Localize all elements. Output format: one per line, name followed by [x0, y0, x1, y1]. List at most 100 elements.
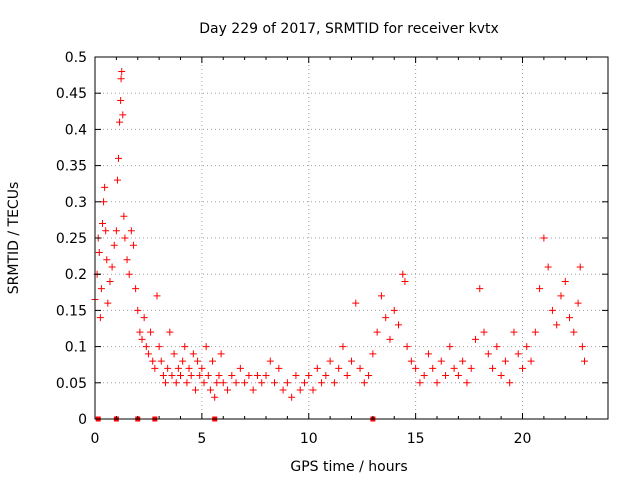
data-point — [110, 241, 118, 249]
data-point — [103, 256, 111, 264]
data-point — [102, 227, 110, 235]
data-point — [96, 314, 104, 322]
data-point — [209, 357, 217, 365]
data-point — [97, 285, 105, 293]
data-point — [120, 212, 128, 220]
data-point — [117, 75, 125, 83]
data-point — [433, 379, 441, 387]
data-point — [147, 328, 155, 336]
data-point — [204, 372, 212, 380]
data-point — [213, 379, 221, 387]
data-point — [493, 343, 501, 351]
y-axis-label: SRMTID / TECUs — [6, 182, 22, 295]
data-point — [134, 306, 142, 314]
data-point — [104, 299, 112, 307]
data-point — [98, 220, 106, 228]
data-point — [219, 379, 227, 387]
data-point — [424, 350, 432, 358]
data-point — [459, 357, 467, 365]
data-point — [181, 343, 189, 351]
data-point — [395, 321, 403, 329]
data-point — [232, 379, 240, 387]
data-point — [514, 350, 522, 358]
data-point — [365, 372, 373, 380]
data-point — [548, 306, 556, 314]
data-point — [236, 364, 244, 372]
data-point — [580, 357, 588, 365]
data-point — [437, 357, 445, 365]
data-point — [132, 285, 140, 293]
data-point — [194, 357, 202, 365]
data-point — [116, 118, 124, 126]
data-point — [399, 270, 407, 278]
data-point — [300, 379, 308, 387]
data-point — [157, 357, 165, 365]
data-point — [136, 328, 144, 336]
data-point — [101, 183, 109, 191]
data-point — [292, 372, 300, 380]
data-point — [497, 372, 505, 380]
data-point — [318, 379, 326, 387]
data-point — [241, 379, 249, 387]
data-point — [164, 364, 172, 372]
data-point — [224, 386, 232, 394]
data-point — [174, 364, 182, 372]
data-point — [275, 364, 283, 372]
data-point — [187, 372, 195, 380]
data-points — [91, 67, 588, 422]
data-point — [403, 343, 411, 351]
data-point — [330, 379, 338, 387]
data-point — [326, 357, 334, 365]
data-point — [480, 328, 488, 336]
data-point — [121, 234, 129, 242]
x-tick-label: 0 — [91, 431, 100, 447]
data-point — [412, 364, 420, 372]
data-point — [557, 292, 565, 300]
data-point — [553, 321, 561, 329]
data-point — [356, 364, 364, 372]
data-point — [561, 277, 569, 285]
y-tick-label: 0.45 — [56, 86, 87, 102]
data-point — [471, 335, 479, 343]
data-point — [519, 364, 526, 372]
data-point — [429, 364, 437, 372]
data-point — [215, 372, 223, 380]
data-point — [211, 393, 219, 401]
data-point — [360, 379, 368, 387]
data-point — [463, 379, 471, 387]
x-tick-label: 20 — [514, 431, 532, 447]
data-point — [245, 372, 253, 380]
data-point — [144, 350, 152, 358]
data-point — [266, 357, 274, 365]
data-point — [352, 299, 360, 307]
data-point — [476, 285, 484, 293]
data-point — [348, 357, 355, 365]
x-tick-label: 15 — [407, 431, 425, 447]
data-point — [454, 372, 462, 380]
data-point — [249, 386, 257, 394]
data-point — [313, 364, 321, 372]
x-axis-label: GPS time / hours — [290, 459, 407, 475]
data-point — [168, 372, 176, 380]
data-point — [123, 256, 131, 264]
axis-ticks: 0 0.05 0.1 0.15 0.2 0.25 0.3 0.35 0.4 0.45 0.5 0 5 10… — [56, 50, 608, 447]
y-tick-label: 0 — [78, 412, 87, 428]
data-point — [446, 343, 454, 351]
data-point — [100, 198, 108, 206]
data-point — [228, 372, 236, 380]
data-point — [117, 96, 125, 104]
y-tick-label: 0.5 — [65, 50, 87, 66]
data-point — [149, 357, 157, 365]
data-point — [138, 335, 146, 343]
data-point — [467, 364, 475, 372]
data-point — [170, 350, 178, 358]
data-point — [510, 328, 518, 336]
data-point — [407, 357, 415, 365]
y-tick-label: 0.1 — [65, 340, 87, 356]
y-tick-label: 0.15 — [56, 303, 87, 319]
data-point — [185, 364, 193, 372]
data-point — [125, 270, 133, 278]
data-point — [296, 386, 304, 394]
data-point — [501, 357, 509, 365]
